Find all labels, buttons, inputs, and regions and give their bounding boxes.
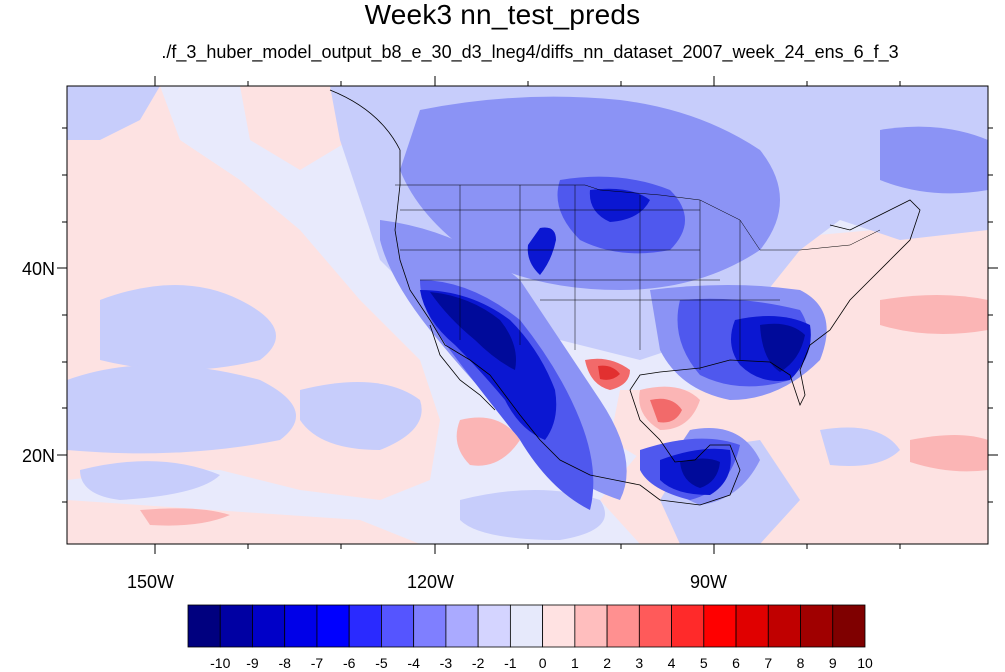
colorbar-label: -10 xyxy=(210,655,231,671)
colorbar-swatch xyxy=(316,604,350,648)
colorbar-label: 2 xyxy=(603,655,611,671)
colorbar-label: -8 xyxy=(278,655,291,671)
colorbar-label: -2 xyxy=(471,655,485,671)
colorbar-swatch xyxy=(477,604,511,648)
colorbar-swatch xyxy=(638,604,672,648)
colorbar-label: -3 xyxy=(439,655,453,671)
colorbar-label: -4 xyxy=(407,655,420,671)
colorbar-swatch xyxy=(445,604,479,648)
page-title: Week3 nn_test_preds xyxy=(364,0,641,30)
colorbar-swatch xyxy=(284,604,318,648)
colorbar-swatch xyxy=(735,604,769,648)
colorbar-swatch xyxy=(348,604,382,648)
axis-ticks xyxy=(57,76,998,554)
colorbar-swatch xyxy=(703,604,737,648)
axis-minor-ticks xyxy=(62,81,993,549)
colorbar-swatch xyxy=(187,604,221,648)
colorbar-swatch xyxy=(252,604,286,648)
colorbar-label: 3 xyxy=(635,655,644,671)
colorbar-label: 5 xyxy=(699,655,708,671)
colorbar-label: 6 xyxy=(732,655,740,671)
colorbar-label: 10 xyxy=(857,655,873,671)
colorbar-swatch xyxy=(219,604,253,648)
lon-tick-label-90w: 90W xyxy=(690,572,728,592)
colorbar-label: -9 xyxy=(246,655,259,671)
colorbar-label: 4 xyxy=(667,655,676,671)
colorbar-label: -5 xyxy=(375,655,388,671)
map-field xyxy=(67,86,988,544)
colorbar-label: -6 xyxy=(342,655,356,671)
colorbar xyxy=(187,604,866,648)
colorbar-swatch xyxy=(832,604,866,648)
colorbar-swatch xyxy=(413,604,447,648)
colorbar-label: 0 xyxy=(538,655,547,671)
colorbar-swatch xyxy=(509,604,544,648)
lat-tick-label-20n: 20N xyxy=(22,446,56,466)
dark-red-regions xyxy=(598,365,620,380)
colorbar-label: 8 xyxy=(796,655,805,671)
lat-tick-label-40n: 40N xyxy=(22,259,56,279)
colorbar-swatch xyxy=(671,604,705,648)
colorbar-label: -7 xyxy=(310,655,324,671)
page-subtitle: ./f_3_huber_model_output_b8_e_30_d3_lneg… xyxy=(161,42,899,62)
lon-tick-label-150w: 150W xyxy=(127,572,175,592)
navy-regions xyxy=(430,292,805,488)
colorbar-swatch xyxy=(381,604,415,648)
colorbar-swatch xyxy=(767,604,801,648)
state-borders xyxy=(395,184,881,370)
colorbar-swatch xyxy=(574,604,608,648)
coastlines xyxy=(329,89,921,506)
colorbar-label: 1 xyxy=(570,655,579,671)
colorbar-label: -1 xyxy=(504,655,517,671)
colorbar-label: 7 xyxy=(764,655,773,671)
colorbar-swatch xyxy=(800,604,834,648)
colorbar-label: 9 xyxy=(828,655,837,671)
colorbar-swatch xyxy=(606,604,640,648)
colorbar-swatch xyxy=(542,604,576,648)
lon-tick-label-120w: 120W xyxy=(407,572,455,592)
